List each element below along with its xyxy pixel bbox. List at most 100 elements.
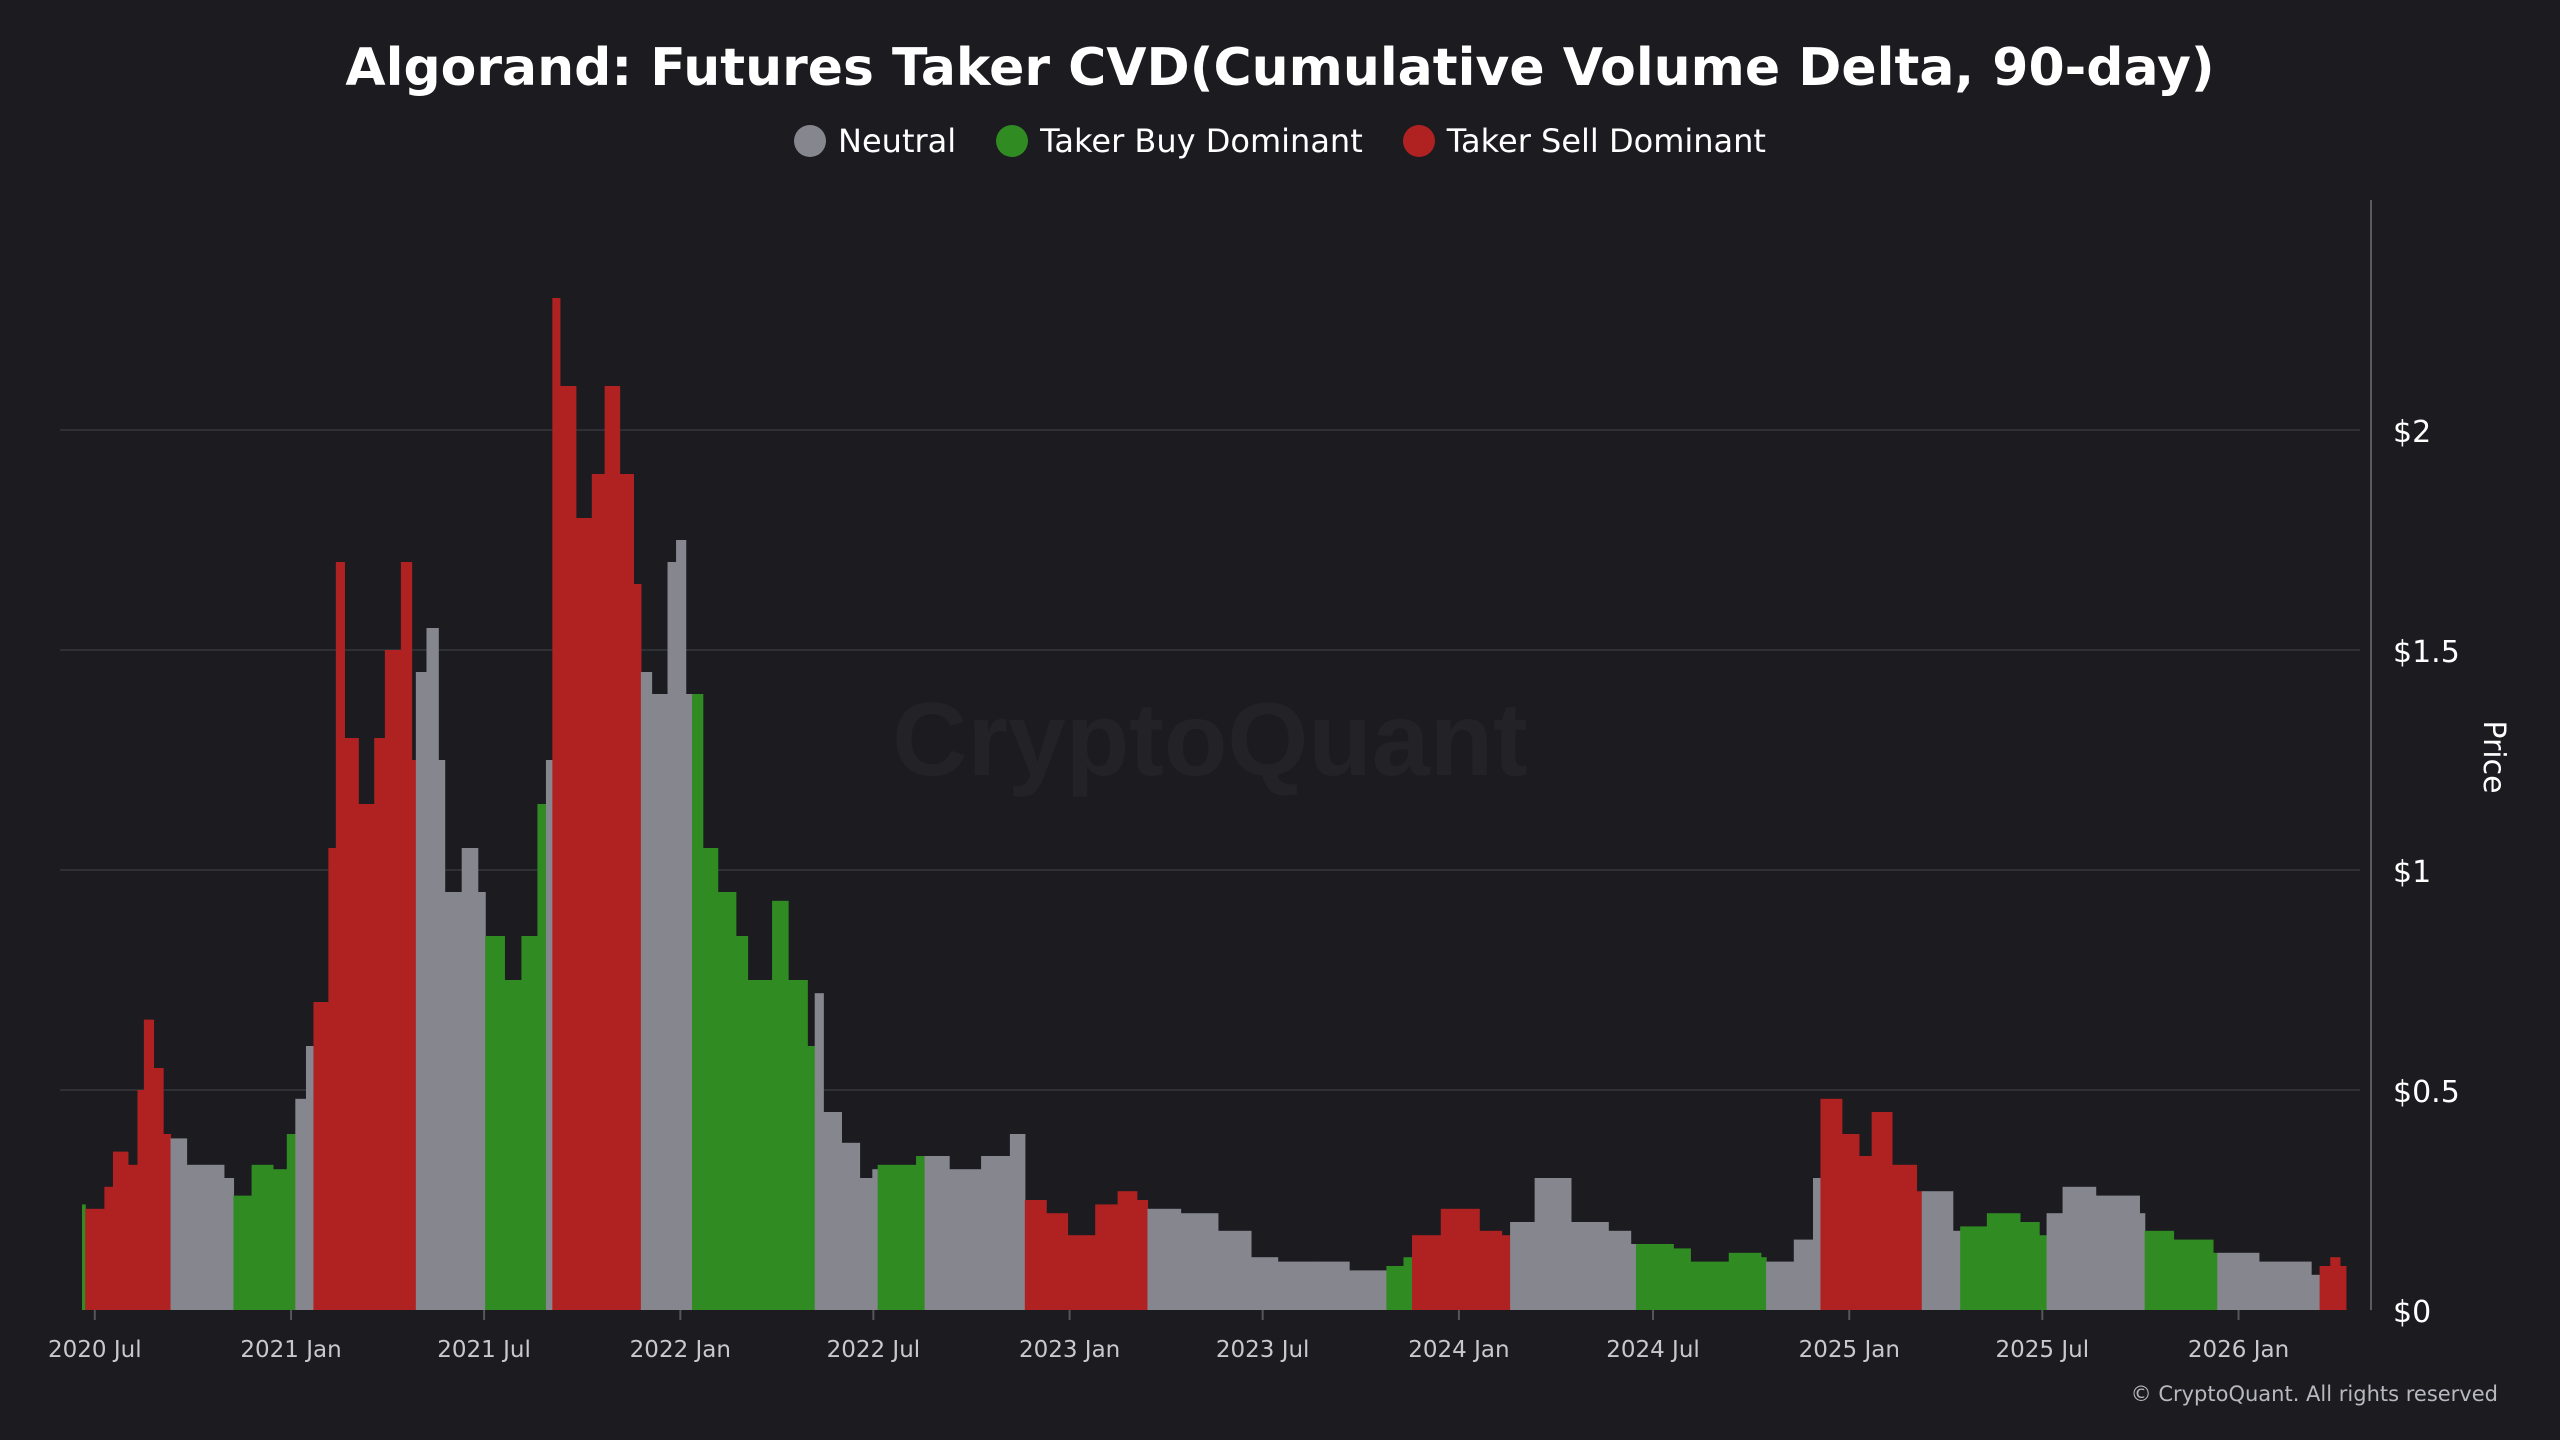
price-bar (1858, 1156, 1873, 1310)
price-bar (461, 848, 479, 1310)
price-bar (1479, 1230, 1503, 1310)
price-bar (1760, 1257, 1767, 1310)
legend-dot-neutral (794, 125, 827, 157)
x-tick-label: 2021 Jan (240, 1337, 341, 1363)
price-bar (1986, 1213, 2021, 1310)
price-bar (735, 936, 749, 1310)
price-bar (207, 1164, 225, 1310)
price-bar (1534, 1178, 1572, 1310)
price-bar (444, 892, 463, 1310)
price-bar (411, 760, 417, 1310)
price-bar (619, 474, 635, 1310)
price-bar (1820, 1098, 1843, 1310)
price-bar (823, 1112, 842, 1310)
price-bar (82, 1204, 86, 1310)
price-bar (1315, 1261, 1350, 1310)
price-bar (2212, 1252, 2218, 1310)
price-bar (251, 1164, 274, 1310)
x-tick-label: 2022 Jul (827, 1337, 921, 1363)
price-bar (112, 1151, 129, 1310)
price-bar (2095, 1195, 2140, 1310)
price-bar (384, 650, 402, 1310)
price-bar (2039, 1235, 2048, 1310)
x-tick-label: 2025 Jan (1799, 1337, 1900, 1363)
price-bar (438, 760, 446, 1310)
price-bar (313, 1002, 329, 1310)
chart-title: Algorand: Futures Taker CVD(Cumulative V… (345, 38, 2215, 98)
price-bar (2258, 1261, 2312, 1310)
x-tick-label: 2020 Jul (48, 1337, 142, 1363)
legend-item-neutral[interactable]: Neutral (794, 122, 956, 160)
legend-label-neutral: Neutral (838, 122, 957, 160)
price-bar (633, 584, 642, 1310)
price-bar (814, 993, 824, 1310)
price-bar (1793, 1239, 1814, 1310)
price-bar (1952, 1230, 1961, 1310)
price-bar (575, 518, 593, 1310)
price-bar (1046, 1213, 1069, 1310)
price-bar (504, 980, 523, 1310)
y-tick-label: $0.5 (2393, 1075, 2460, 1110)
x-tick-label: 2024 Jul (1606, 1337, 1700, 1363)
price-bar (1009, 1134, 1026, 1310)
y-axis-label: Price (2476, 720, 2511, 793)
price-bar (1136, 1200, 1149, 1310)
legend-label-taker-buy: Taker Buy Dominant (1040, 122, 1363, 160)
price-bar (137, 1090, 145, 1310)
price-bar (1024, 1200, 1047, 1310)
price-bar (1217, 1230, 1252, 1310)
price-bar (1916, 1191, 1923, 1310)
price-bar (153, 1068, 164, 1310)
price-bar (2311, 1274, 2321, 1310)
price-bar (1728, 1252, 1762, 1310)
price-bar (2217, 1252, 2260, 1310)
price-bar (924, 1156, 950, 1310)
price-bar (1673, 1248, 1691, 1310)
price-bar (170, 1138, 188, 1310)
legend-label-taker-sell: Taker Sell Dominant (1446, 122, 1766, 160)
y-tick-label: $2 (2393, 415, 2431, 450)
y-tick-label: $1.5 (2393, 635, 2460, 670)
price-bar (477, 892, 486, 1310)
price-bar (559, 386, 577, 1310)
price-bar (872, 1169, 879, 1310)
price-bar (640, 672, 653, 1310)
price-bar (676, 540, 687, 1310)
price-bar (1608, 1230, 1632, 1310)
price-bar (1117, 1191, 1138, 1310)
price-bar (591, 474, 606, 1310)
y-tick-label: $1 (2393, 855, 2431, 890)
price-bar (2062, 1186, 2097, 1310)
price-bar (295, 1098, 307, 1310)
price-bar (545, 760, 553, 1310)
price-bar (2046, 1213, 2064, 1310)
price-bar (426, 628, 439, 1310)
legend-item-taker-sell[interactable]: Taker Sell Dominant (1402, 122, 1766, 160)
price-bar (186, 1164, 209, 1310)
price-bar (344, 738, 359, 1310)
legend-dot-taker-buy (996, 125, 1029, 157)
price-bar (1812, 1178, 1822, 1310)
price-bar (877, 1164, 917, 1310)
price-bar (717, 892, 737, 1310)
price-bar (1440, 1208, 1480, 1310)
price-bar (537, 804, 547, 1310)
price-bar (2019, 1222, 2040, 1310)
legend-item-taker-buy[interactable]: Taker Buy Dominant (996, 122, 1363, 160)
price-bar (521, 936, 539, 1310)
price-bar (104, 1186, 114, 1310)
x-tick-label: 2022 Jan (630, 1337, 731, 1363)
price-bar (1921, 1191, 1954, 1310)
price-bar (981, 1156, 1011, 1310)
x-tick-label: 2025 Jul (1995, 1337, 2089, 1363)
x-tick-label: 2026 Jan (2188, 1337, 2289, 1363)
price-bar (1501, 1235, 1511, 1310)
legend: Neutral Taker Buy Dominant Taker Sell Do… (0, 122, 2560, 160)
price-bar (223, 1178, 235, 1310)
price-bar (685, 694, 693, 1310)
x-tick-label: 2023 Jan (1019, 1337, 1120, 1363)
price-bars (82, 298, 2347, 1310)
price-bar (1766, 1261, 1795, 1310)
price-bar (949, 1169, 982, 1310)
price-bar (328, 848, 337, 1310)
